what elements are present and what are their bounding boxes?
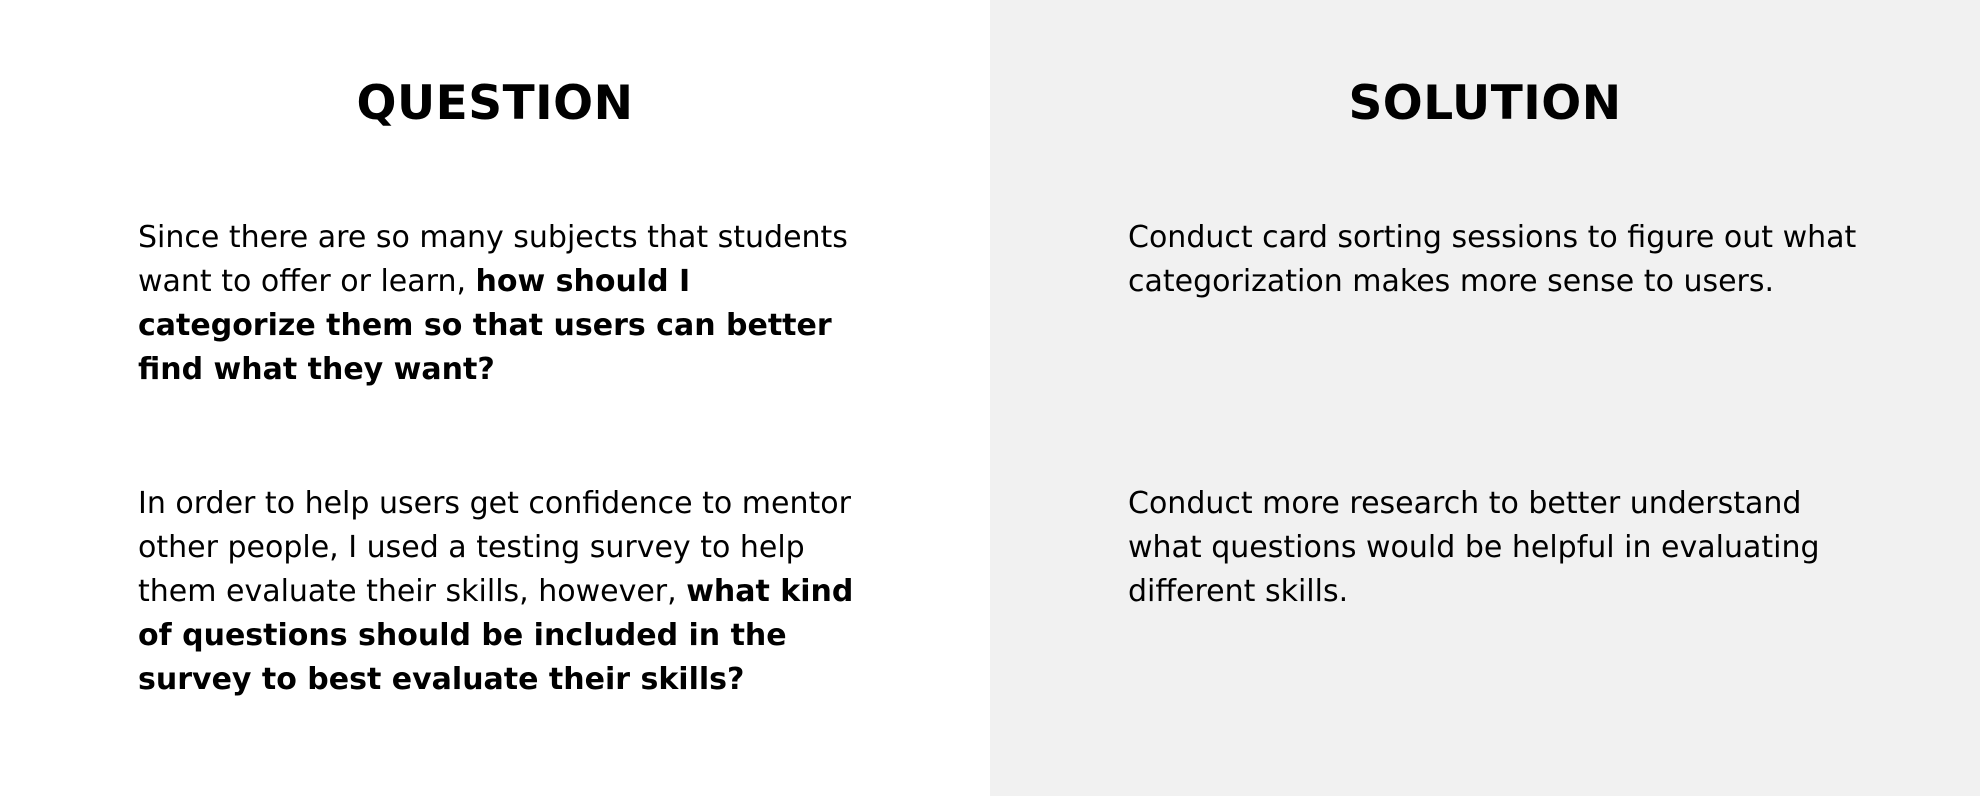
- question-column: QUESTION Since there are so many subject…: [138, 76, 868, 702]
- question-2-emphasis: what kind of questions should be include…: [138, 574, 854, 697]
- question-paragraph-2: In order to help users get confidence to…: [138, 482, 868, 702]
- solution-paragraph-1: Conduct card sorting sessions to figure …: [1128, 220, 1857, 299]
- question-heading: QUESTION: [356, 76, 634, 131]
- question-1-emphasis: how should I categorize them so that use…: [138, 264, 832, 387]
- solution-paragraph-2: Conduct more research to better understa…: [1128, 486, 1820, 609]
- solution-heading: SOLUTION: [1348, 76, 1622, 131]
- solution-column: SOLUTION Conduct card sorting sessions t…: [990, 0, 1980, 796]
- question-2-text: In order to help users get confidence to…: [138, 486, 851, 609]
- question-paragraph-1: Since there are so many subjects that st…: [138, 216, 868, 392]
- question-1-text: Since there are so many subjects that st…: [138, 220, 848, 299]
